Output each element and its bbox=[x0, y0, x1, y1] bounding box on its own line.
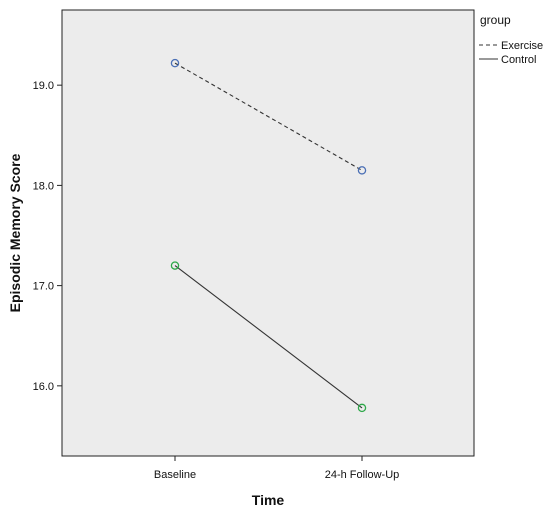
data-point-exercise bbox=[170, 58, 180, 68]
legend-label-exercise: Exercise bbox=[501, 40, 543, 52]
data-point-control bbox=[357, 403, 367, 413]
legend-label-control: Control bbox=[501, 54, 536, 66]
data-point-exercise bbox=[357, 166, 367, 175]
legend: group Exercise Control bbox=[479, 13, 543, 66]
x-axis: Baseline 24-h Follow-Up bbox=[154, 456, 399, 481]
y-tick-label: 17.0 bbox=[33, 281, 54, 293]
y-tick-label: 16.0 bbox=[33, 381, 54, 393]
series-line-control bbox=[174, 265, 363, 409]
x-axis-title: Time bbox=[252, 492, 285, 508]
x-tick-label: Baseline bbox=[154, 469, 196, 481]
y-tick-label: 18.0 bbox=[33, 180, 54, 192]
data-point-control bbox=[170, 261, 180, 270]
y-tick-label: 19.0 bbox=[33, 80, 54, 92]
y-axis: 16.0 17.0 18.0 19.0 bbox=[33, 80, 62, 393]
series-line-exercise bbox=[174, 62, 363, 171]
legend-title: group bbox=[480, 13, 511, 27]
x-tick-label: 24-h Follow-Up bbox=[325, 469, 400, 481]
series-layer bbox=[170, 58, 367, 413]
y-axis-title: Episodic Memory Score bbox=[7, 153, 23, 312]
plot-area bbox=[61, 9, 475, 457]
